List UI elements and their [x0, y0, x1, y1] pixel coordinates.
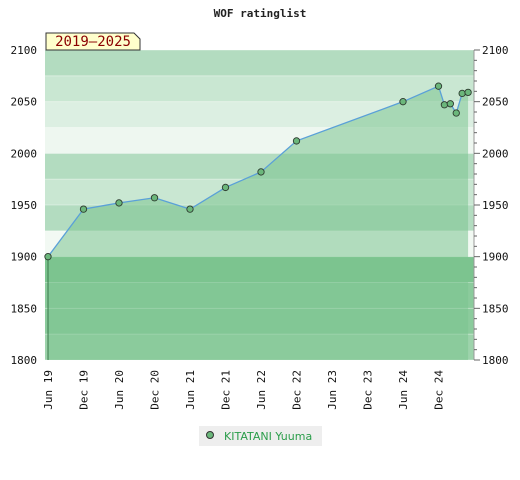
- data-point-11: [446, 100, 454, 108]
- range-label: 2019–2025: [55, 34, 131, 50]
- x-label-7: Dec 22: [291, 370, 304, 410]
- data-point-3: [150, 194, 159, 202]
- data-point-9: [434, 82, 443, 90]
- y-label-right-1900: 1900: [482, 251, 509, 264]
- legend-label: KITATANI Yuuma: [224, 430, 312, 443]
- x-label-10: Jun 24: [397, 370, 410, 410]
- data-point-0: [44, 253, 52, 261]
- data-point-4: [186, 205, 194, 213]
- y-label-left-1850: 1850: [11, 302, 38, 315]
- data-markers: [44, 82, 472, 261]
- x-label-8: Jun 23: [326, 370, 339, 410]
- x-label-11: Dec 24: [433, 370, 446, 410]
- y-label-left-1800: 1800: [11, 354, 38, 367]
- y-label-left-1900: 1900: [11, 251, 38, 264]
- data-point-5: [221, 183, 230, 192]
- data-point-7: [292, 137, 301, 145]
- x-label-5: Dec 21: [220, 370, 233, 410]
- x-label-0: Jun 19: [42, 370, 55, 410]
- range-badge: 2019–2025: [45, 32, 141, 51]
- y-label-right-2000: 2000: [482, 147, 509, 160]
- x-label-2: Jun 20: [113, 370, 126, 410]
- data-point-13: [458, 89, 466, 98]
- y-label-right-1800: 1800: [482, 354, 509, 367]
- data-point-1: [79, 205, 88, 213]
- x-label-1: Dec 19: [78, 370, 91, 410]
- range-badge-box: [45, 32, 141, 51]
- x-label-6: Jun 22: [255, 370, 268, 410]
- x-label-9: Dec 23: [362, 370, 375, 410]
- legend-box: [199, 426, 322, 446]
- x-label-3: Dec 20: [149, 370, 162, 410]
- data-point-6: [257, 168, 265, 176]
- data-point-8: [399, 98, 407, 106]
- band-2050: [45, 75, 474, 102]
- x-axis-labels: Jun 19 Dec 19 Jun 20 Dec 20 Jun 21 Dec 21 Jun …: [42, 370, 446, 410]
- legend-marker: [206, 431, 214, 439]
- rating-area-fill: [48, 86, 469, 361]
- band-2075: [45, 50, 474, 76]
- y-label-left-2100: 2100: [11, 44, 38, 57]
- data-point-2: [115, 199, 123, 207]
- y-label-right-1950: 1950: [482, 199, 509, 212]
- chart-title: WOF ratinglist: [214, 7, 307, 20]
- y-axis-right-labels: 1800 1850 1900 1950 2000 2050 2100: [482, 44, 509, 367]
- axes: [473, 49, 480, 361]
- y-label-left-1950: 1950: [11, 199, 38, 212]
- y-label-left-2000: 2000: [11, 147, 38, 160]
- x-label-4: Jun 21: [184, 370, 197, 410]
- y-label-right-2100: 2100: [482, 44, 509, 57]
- y-label-left-2050: 2050: [11, 96, 38, 109]
- data-point-10: [440, 101, 449, 109]
- legend: KITATANI Yuuma: [199, 426, 322, 446]
- data-point-14: [464, 88, 472, 97]
- y-axis-left-labels: 1800 1850 1900 1950 2000 2050 2100: [11, 44, 38, 367]
- y-label-right-2050: 2050: [482, 96, 509, 109]
- data-point-12: [452, 109, 460, 117]
- rating-area: [48, 86, 469, 361]
- y-label-right-1850: 1850: [482, 302, 509, 315]
